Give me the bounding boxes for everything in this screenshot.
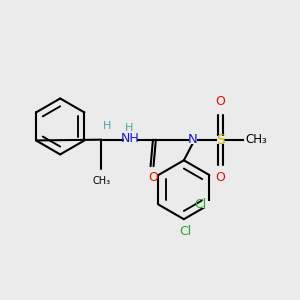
FancyBboxPatch shape xyxy=(244,136,255,143)
Text: O: O xyxy=(216,95,226,108)
Text: O: O xyxy=(216,171,226,184)
Text: Cl: Cl xyxy=(194,198,206,211)
FancyBboxPatch shape xyxy=(103,123,110,130)
Text: O: O xyxy=(148,172,158,184)
Text: NH: NH xyxy=(121,132,140,145)
FancyBboxPatch shape xyxy=(180,221,190,228)
Text: H: H xyxy=(103,122,111,131)
Text: CH₃: CH₃ xyxy=(92,176,110,186)
FancyBboxPatch shape xyxy=(189,136,197,143)
FancyBboxPatch shape xyxy=(96,174,107,182)
FancyBboxPatch shape xyxy=(217,105,224,112)
FancyBboxPatch shape xyxy=(202,201,212,208)
FancyBboxPatch shape xyxy=(217,167,224,174)
FancyBboxPatch shape xyxy=(217,136,224,143)
Text: H: H xyxy=(125,123,134,133)
Text: CH₃: CH₃ xyxy=(246,133,267,146)
FancyBboxPatch shape xyxy=(148,169,158,176)
Text: Cl: Cl xyxy=(179,225,191,238)
FancyBboxPatch shape xyxy=(124,132,137,142)
Text: N: N xyxy=(188,133,198,146)
Text: S: S xyxy=(216,133,225,147)
